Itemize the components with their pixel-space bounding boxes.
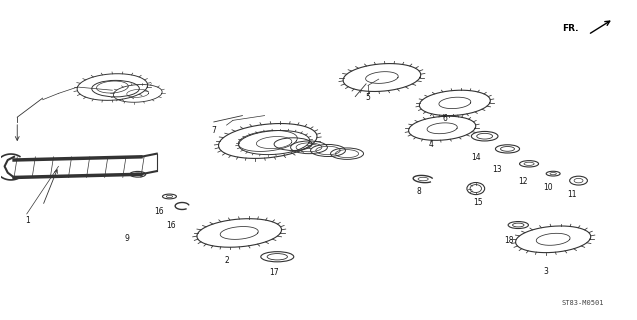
Text: 6: 6 bbox=[443, 114, 448, 123]
Text: 16: 16 bbox=[154, 207, 164, 216]
Text: 9: 9 bbox=[124, 234, 129, 243]
Text: 1: 1 bbox=[25, 216, 31, 225]
Text: 17: 17 bbox=[269, 268, 279, 277]
Text: 5: 5 bbox=[366, 93, 370, 102]
Text: 16: 16 bbox=[166, 221, 176, 230]
Text: 11: 11 bbox=[568, 190, 577, 199]
Text: ST83-M0501: ST83-M0501 bbox=[561, 300, 604, 306]
Text: 4: 4 bbox=[429, 140, 434, 149]
Text: 13: 13 bbox=[492, 165, 502, 174]
Text: 14: 14 bbox=[471, 153, 480, 162]
Text: 10: 10 bbox=[543, 183, 553, 192]
Text: 15: 15 bbox=[473, 198, 483, 207]
Text: 7: 7 bbox=[211, 126, 217, 135]
Text: 12: 12 bbox=[518, 177, 527, 186]
Text: 3: 3 bbox=[543, 267, 548, 276]
Text: 18: 18 bbox=[504, 236, 513, 245]
Text: 8: 8 bbox=[417, 187, 421, 196]
Text: 2: 2 bbox=[224, 256, 229, 265]
Text: FR.: FR. bbox=[562, 24, 578, 33]
